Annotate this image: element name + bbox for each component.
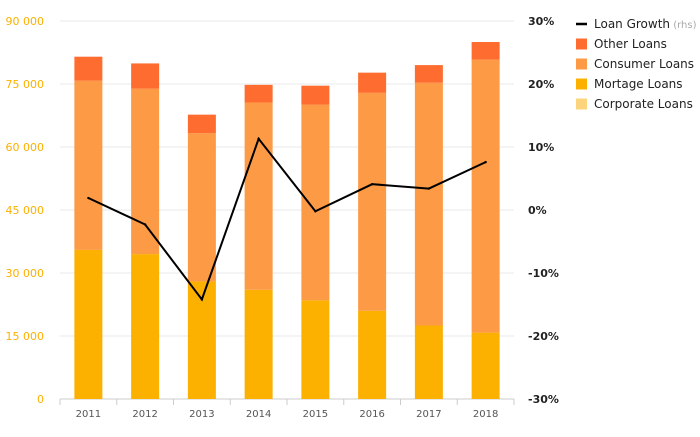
line-point [314, 210, 317, 213]
right-axis-tick-label: -30% [528, 393, 559, 406]
bar-mortage-loans [244, 289, 273, 399]
legend-color-swatch [576, 58, 587, 70]
bar-mortage-loans [74, 249, 103, 399]
line-point [143, 223, 147, 226]
bar-other-loans [74, 56, 103, 81]
legend-label: Loan Growth (rhs) [594, 17, 697, 31]
bar-other-loans [414, 65, 443, 83]
legend-series-name: Corporate Loans [594, 97, 693, 111]
left-axis-tick-label: 0 [37, 393, 44, 406]
x-axis-tick-label: 2011 [76, 409, 101, 420]
right-axis-tick-label: 20% [528, 78, 554, 91]
x-axis-tick-label: 2014 [246, 409, 271, 420]
line-point [200, 298, 204, 301]
legend-axis-note: (rhs) [670, 20, 697, 31]
legend-color-swatch [576, 78, 587, 90]
left-axis-tick-label: 75 000 [6, 78, 45, 91]
legend-series-name: Mortage Loans [594, 77, 683, 91]
bar-consumer-loans [74, 80, 103, 250]
bar-mortage-loans [471, 332, 500, 399]
legend-color-swatch [576, 38, 587, 50]
legend-item: Loan Growth (rhs) [576, 17, 697, 31]
legend-color-swatch [576, 98, 587, 110]
bar-consumer-loans [414, 82, 443, 326]
left-axis-tick-label: 60 000 [6, 141, 45, 154]
x-axis-tick-label: 2013 [189, 409, 214, 420]
x-axis-tick-label: 2015 [303, 409, 328, 420]
line-point [484, 160, 487, 164]
legend-label: Corporate Loans [594, 97, 693, 111]
line-point [427, 187, 431, 190]
bar-consumer-loans [244, 102, 273, 290]
bar-consumer-loans [471, 59, 500, 333]
right-axis-tick-label: 0% [528, 204, 547, 217]
bar-other-loans [131, 63, 160, 89]
x-axis-tick-label: 2012 [132, 409, 157, 420]
bar-mortage-loans [301, 300, 330, 399]
bar-mortage-loans [414, 325, 443, 399]
legend-label: Other Loans [594, 37, 667, 51]
line-point [257, 137, 260, 141]
line-point [87, 196, 90, 200]
right-axis-tick-label: 10% [528, 141, 554, 154]
x-axis-tick-label: 2017 [416, 409, 441, 420]
bar-other-loans [358, 72, 387, 93]
legend-series-name: Other Loans [594, 37, 667, 51]
line-loan-growth [87, 136, 487, 302]
bar-consumer-loans [358, 92, 387, 311]
right-axis-tick-label: 30% [528, 15, 554, 28]
legend-label: Mortage Loans [594, 77, 683, 91]
right-axis-tick-label: -10% [528, 267, 559, 280]
legend-label: Consumer Loans [594, 57, 694, 71]
x-axis-tick-label: 2018 [473, 409, 498, 420]
legend-item: Corporate Loans [576, 97, 693, 111]
bar-mortage-loans [131, 254, 160, 399]
bar-other-loans [301, 85, 330, 105]
legend-item: Consumer Loans [576, 57, 694, 71]
bar-other-loans [471, 42, 500, 60]
bar-other-loans [244, 84, 273, 103]
left-axis-tick-label: 30 000 [6, 267, 45, 280]
left-axis-tick-label: 45 000 [6, 204, 45, 217]
legend-item: Other Loans [576, 37, 667, 51]
bar-mortage-loans [358, 310, 387, 399]
left-axis-tick-label: 90 000 [6, 15, 45, 28]
right-axis-tick-label: -20% [528, 330, 559, 343]
bar-consumer-loans [131, 88, 160, 255]
x-axis-tick-label: 2016 [359, 409, 384, 420]
bar-other-loans [187, 114, 216, 134]
legend-item: Mortage Loans [576, 77, 683, 91]
line-point [370, 182, 374, 186]
bar-consumer-loans [301, 104, 330, 301]
left-axis-tick-label: 15 000 [6, 330, 45, 343]
legend-series-name: Consumer Loans [594, 57, 694, 71]
legend-series-name: Loan Growth [594, 17, 670, 31]
bar-consumer-loans [187, 133, 216, 282]
